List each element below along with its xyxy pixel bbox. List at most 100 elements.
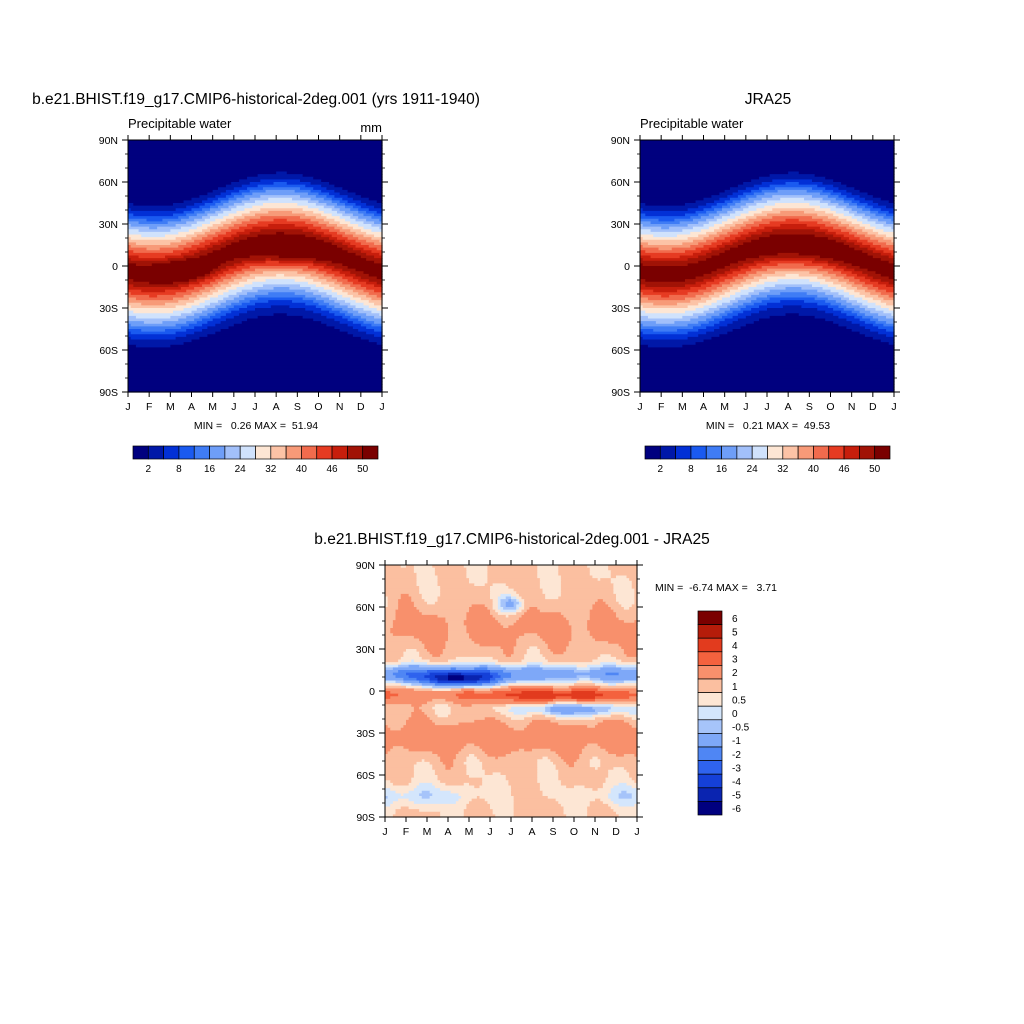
diff-contour-cell: [466, 772, 486, 776]
model-contour-cell: [289, 287, 312, 291]
diff-contour-cell: [385, 683, 402, 687]
obs-contour-cell: [833, 234, 845, 238]
diff-contour-cell: [411, 599, 425, 603]
model-contour-cell: [360, 297, 373, 301]
diff-contour-cell: [413, 688, 433, 692]
model-contour-cell: [210, 242, 222, 246]
diff-contour-cell: [610, 580, 633, 584]
obs-colorbar-box: [782, 445, 799, 460]
diff-contour-cell: [537, 767, 557, 771]
diff-contour-cell: [589, 677, 601, 682]
diff-contour-cell: [482, 764, 538, 768]
diff-contour-cell: [385, 588, 420, 592]
obs-contour-cell: [859, 237, 871, 241]
diff-contour-cell: [432, 688, 452, 692]
diff-contour-cell: [563, 651, 625, 655]
diff-contour-cell: [566, 617, 591, 621]
obs-contour-cell: [835, 300, 847, 304]
obs-contour-cell: [711, 276, 720, 280]
diff-contour-cell: [497, 599, 502, 603]
model-contour-cell: [128, 331, 132, 335]
model-contour-cell: [315, 271, 328, 275]
obs-contour-cell: [647, 315, 683, 320]
diff-contour-cell: [600, 798, 612, 802]
obs-contour-cell: [767, 294, 818, 299]
diff-contour-cell: [524, 654, 544, 658]
obs-contour-cell: [714, 318, 726, 322]
obs-contour-cell: [722, 302, 734, 306]
obs-contour-cell: [878, 210, 890, 215]
model-contour-cell: [241, 289, 259, 293]
model-contour-cell: [180, 326, 195, 330]
diff-contour-cell: [587, 565, 609, 569]
model-contour-cell: [379, 313, 383, 317]
diff-contour-cell: [576, 701, 638, 705]
model-contour-cell: [347, 224, 359, 228]
obs-contour-cell: [843, 308, 855, 312]
model-contour-cell: [128, 389, 383, 393]
diff-contour-cell: [613, 801, 638, 805]
obs-contour-cell: [640, 252, 694, 257]
model-contour-cell: [321, 294, 333, 299]
model-contour-cell: [342, 308, 354, 312]
obs-contour-cell: [708, 308, 720, 312]
diff-contour-cell: [550, 709, 596, 713]
diff-contour-cell: [508, 709, 546, 713]
diff-contour-cell: [513, 712, 528, 716]
model-contour-cell: [321, 213, 333, 217]
diff-contour-cell: [623, 649, 638, 653]
diff-contour-cell: [440, 586, 491, 590]
diff-contour-cell: [463, 746, 481, 750]
obs-contour-cell: [772, 216, 813, 220]
diff-contour-cell: [608, 772, 630, 776]
obs-contour-cell: [703, 245, 718, 249]
model-contour-cell: [204, 276, 214, 280]
model-contour-cell: [210, 208, 222, 212]
diff-contour-cell: [406, 685, 423, 689]
obs-variable-label: Precipitable water: [640, 116, 744, 131]
diff-contour-cell: [466, 806, 491, 810]
obs-contour-cell: [830, 221, 842, 225]
obs-contour-cell: [737, 287, 750, 291]
diff-contour-cell: [634, 591, 638, 595]
obs-contour-cell: [735, 216, 747, 220]
diff-contour-cell: [474, 691, 494, 695]
obs-contour-cell: [737, 305, 747, 309]
model-contour-cell: [196, 234, 208, 238]
diff-contour-cell: [597, 599, 604, 603]
diff-contour-cell: [416, 572, 436, 577]
diff-contour-cell: [390, 780, 412, 784]
model-contour-cell: [196, 213, 208, 217]
model-contour-cell: [223, 271, 235, 275]
obs-contour-cell: [640, 263, 644, 267]
model-contour-cell: [318, 221, 330, 225]
model-contour-cell: [326, 292, 338, 296]
obs-colorbar-box: [721, 445, 738, 460]
diff-contour-cell: [511, 751, 557, 755]
model-contour-cell: [135, 263, 153, 267]
diff-y-tick-label: 30N: [356, 644, 375, 656]
model-contour-cell: [199, 195, 216, 199]
obs-contour-cell: [695, 308, 710, 312]
model-contour-cell: [228, 308, 240, 312]
diff-contour-cell: [448, 675, 465, 679]
obs-contour-cell: [878, 294, 890, 299]
model-contour-cell: [128, 192, 208, 196]
model-contour-cell: [217, 197, 230, 201]
diff-title: b.e21.BHIST.f19_g17.CMIP6-historical-2de…: [314, 531, 709, 548]
diff-contour-cell: [455, 801, 470, 805]
diff-contour-cell: [395, 680, 404, 684]
diff-contour-cell: [602, 693, 638, 697]
diff-contour-cell: [558, 754, 580, 758]
diff-contour-cell: [521, 604, 525, 608]
obs-contour-cell: [854, 281, 866, 285]
obs-contour-cell: [774, 271, 810, 275]
diff-contour-cell: [505, 667, 523, 671]
obs-contour-cell: [716, 273, 728, 278]
diff-contour-cell: [492, 811, 515, 815]
diff-contour-cell: [600, 759, 638, 763]
model-contour-cell: [215, 279, 224, 283]
obs-contour-cell: [759, 237, 829, 241]
model-contour-cell: [194, 239, 206, 243]
model-contour-cell: [321, 321, 341, 325]
